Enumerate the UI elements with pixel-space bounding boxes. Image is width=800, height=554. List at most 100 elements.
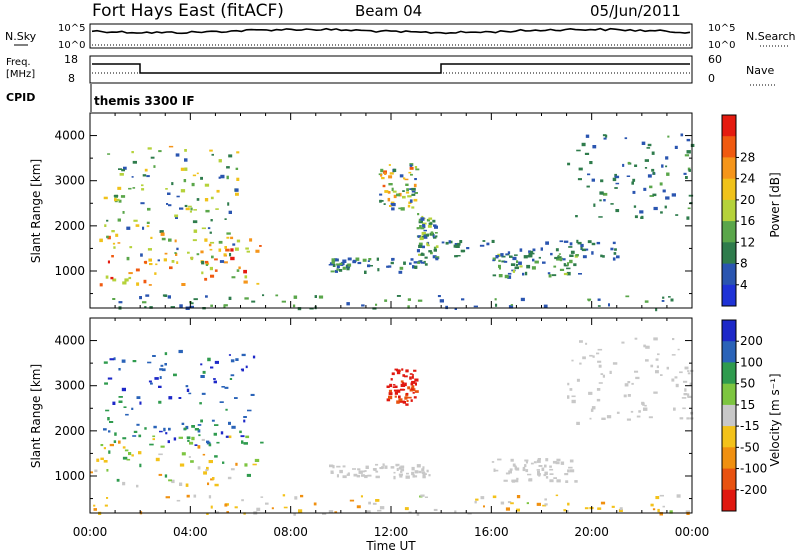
- velocity-cell: [381, 466, 384, 469]
- power-cell: [644, 300, 649, 303]
- power-cell: [403, 261, 406, 265]
- velocity-cell: [197, 445, 201, 449]
- power-cell: [424, 263, 428, 266]
- power-cell: [498, 267, 501, 270]
- velocity-cell: [186, 494, 190, 498]
- noise-right-tick-bottom: 10^0: [708, 40, 735, 51]
- power-cell: [189, 210, 192, 213]
- velocity-cell: [567, 469, 570, 473]
- power-cell: [332, 263, 336, 267]
- x-tick-label: 12:00: [374, 525, 409, 539]
- power-cell: [426, 218, 430, 222]
- velocity-cell: [128, 452, 132, 456]
- x-tick-label: 04:00: [173, 525, 208, 539]
- velocity-cell: [687, 395, 692, 398]
- power-cell: [589, 161, 593, 165]
- x-tick-label: 00:00: [675, 525, 710, 539]
- power-cell: [554, 256, 558, 260]
- velocity-cell: [579, 340, 583, 343]
- velocity-cell: [655, 496, 660, 500]
- velocity-cell: [235, 358, 239, 361]
- velocity-colorbar-tick-label: -50: [740, 440, 760, 454]
- power-cell: [383, 203, 386, 205]
- velocity-cell: [164, 363, 167, 366]
- power-cell: [405, 183, 409, 186]
- power-cell: [180, 189, 186, 193]
- velocity-cell: [596, 388, 601, 391]
- power-cell: [346, 267, 350, 271]
- power-cell: [445, 305, 448, 310]
- power-cell: [528, 250, 531, 253]
- power-colorbar-segment: [722, 263, 736, 286]
- power-cell: [388, 183, 393, 186]
- power-cell: [238, 266, 241, 270]
- power-cell: [142, 226, 145, 230]
- velocity-cell: [684, 366, 689, 370]
- power-cell: [342, 266, 346, 270]
- power-cell: [417, 299, 423, 302]
- power-cell: [244, 275, 248, 279]
- velocity-cell: [346, 473, 350, 476]
- power-cell: [209, 248, 213, 251]
- power-cell: [112, 278, 117, 282]
- velocity-cell: [191, 436, 195, 441]
- velocity-cell: [552, 460, 557, 464]
- power-cell: [426, 242, 429, 246]
- power-cell: [226, 175, 229, 180]
- power-cell: [110, 276, 114, 280]
- velocity-cell: [505, 507, 510, 511]
- velocity-cell: [650, 364, 654, 368]
- power-cell: [545, 241, 549, 245]
- power-cell: [610, 247, 614, 251]
- noise-left-tick-top: 10^5: [58, 23, 85, 34]
- power-cell: [384, 172, 387, 175]
- velocity-cell: [398, 398, 403, 402]
- velocity-cell: [672, 338, 675, 341]
- velocity-cell: [526, 502, 529, 505]
- power-cell: [128, 187, 132, 190]
- power-cell: [259, 245, 262, 247]
- velocity-cell: [536, 459, 541, 463]
- power-cell: [227, 202, 230, 206]
- velocity-cell: [416, 464, 421, 468]
- power-cell: [158, 150, 162, 153]
- power-cell: [504, 274, 509, 279]
- power-cell: [655, 308, 658, 312]
- velocity-cell: [655, 370, 659, 374]
- velocity-cell: [627, 381, 631, 384]
- power-cell: [424, 256, 428, 259]
- power-cell: [384, 299, 388, 302]
- power-cell: [380, 174, 383, 177]
- velocity-cell: [188, 456, 191, 458]
- power-cell: [417, 261, 421, 264]
- velocity-cell: [234, 397, 238, 399]
- power-colorbar-tick-label: 28: [740, 150, 755, 164]
- power-cell: [454, 255, 458, 258]
- power-cell: [391, 258, 394, 261]
- velocity-cell: [513, 479, 519, 483]
- power-cell: [292, 304, 296, 308]
- velocity-cell: [271, 507, 274, 510]
- power-colorbar: 4 8 12 16 20 24 28: [721, 114, 755, 307]
- power-cell: [413, 261, 419, 264]
- velocity-cell: [161, 368, 166, 372]
- velocity-cell: [199, 402, 202, 405]
- power-cell: [634, 164, 638, 167]
- velocity-cell: [159, 376, 162, 379]
- velocity-cell: [491, 461, 495, 463]
- power-cell: [577, 178, 582, 181]
- velocity-cell: [243, 416, 247, 418]
- velocity-cell: [589, 417, 592, 420]
- power-cell: [207, 227, 211, 230]
- velocity-cell: [505, 472, 510, 475]
- power-cell: [107, 235, 111, 240]
- power-cell: [600, 179, 604, 183]
- power-colorbar-segment: [722, 178, 736, 201]
- power-cell: [540, 247, 543, 251]
- velocity-cell: [571, 359, 574, 362]
- power-cell: [175, 252, 178, 256]
- power-cell: [352, 260, 357, 264]
- power-cell: [668, 296, 671, 298]
- velocity-cell: [384, 465, 388, 469]
- velocity-cell: [653, 391, 658, 394]
